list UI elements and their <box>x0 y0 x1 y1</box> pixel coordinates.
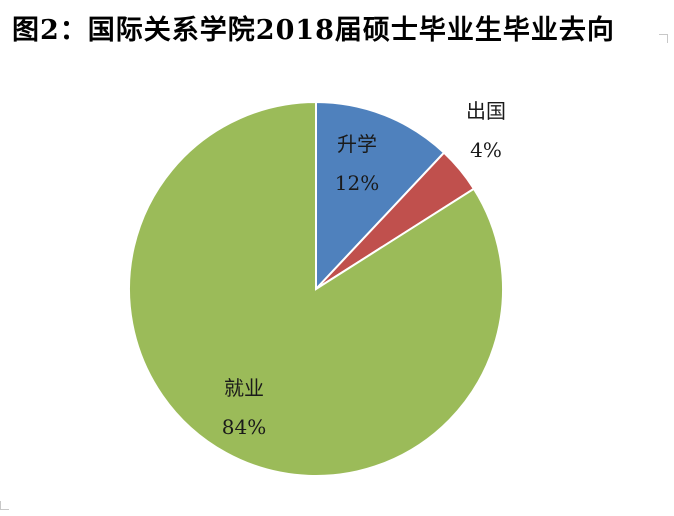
slice-value-label-2: 4% <box>470 138 502 162</box>
chart-title: 图2：国际关系学院2018届硕士毕业生毕业去向 <box>12 15 615 46</box>
pie-slices <box>128 100 504 477</box>
slice-value-label-1: 12% <box>335 171 379 195</box>
corner-mark-bottom-left <box>0 501 9 510</box>
slice-value-label-3: 84% <box>222 415 266 439</box>
slice-name-label-2: 出国 <box>466 99 506 123</box>
slice-name-label-3: 就业 <box>224 376 264 400</box>
corner-mark-top-right <box>659 34 668 43</box>
pie-slice-3 <box>128 100 504 477</box>
pie-labels: 升学 12% 出国 4% 就业 84% <box>222 99 506 439</box>
pie-slice-1 <box>315 100 446 292</box>
slice-name-label-1: 升学 <box>337 132 377 156</box>
